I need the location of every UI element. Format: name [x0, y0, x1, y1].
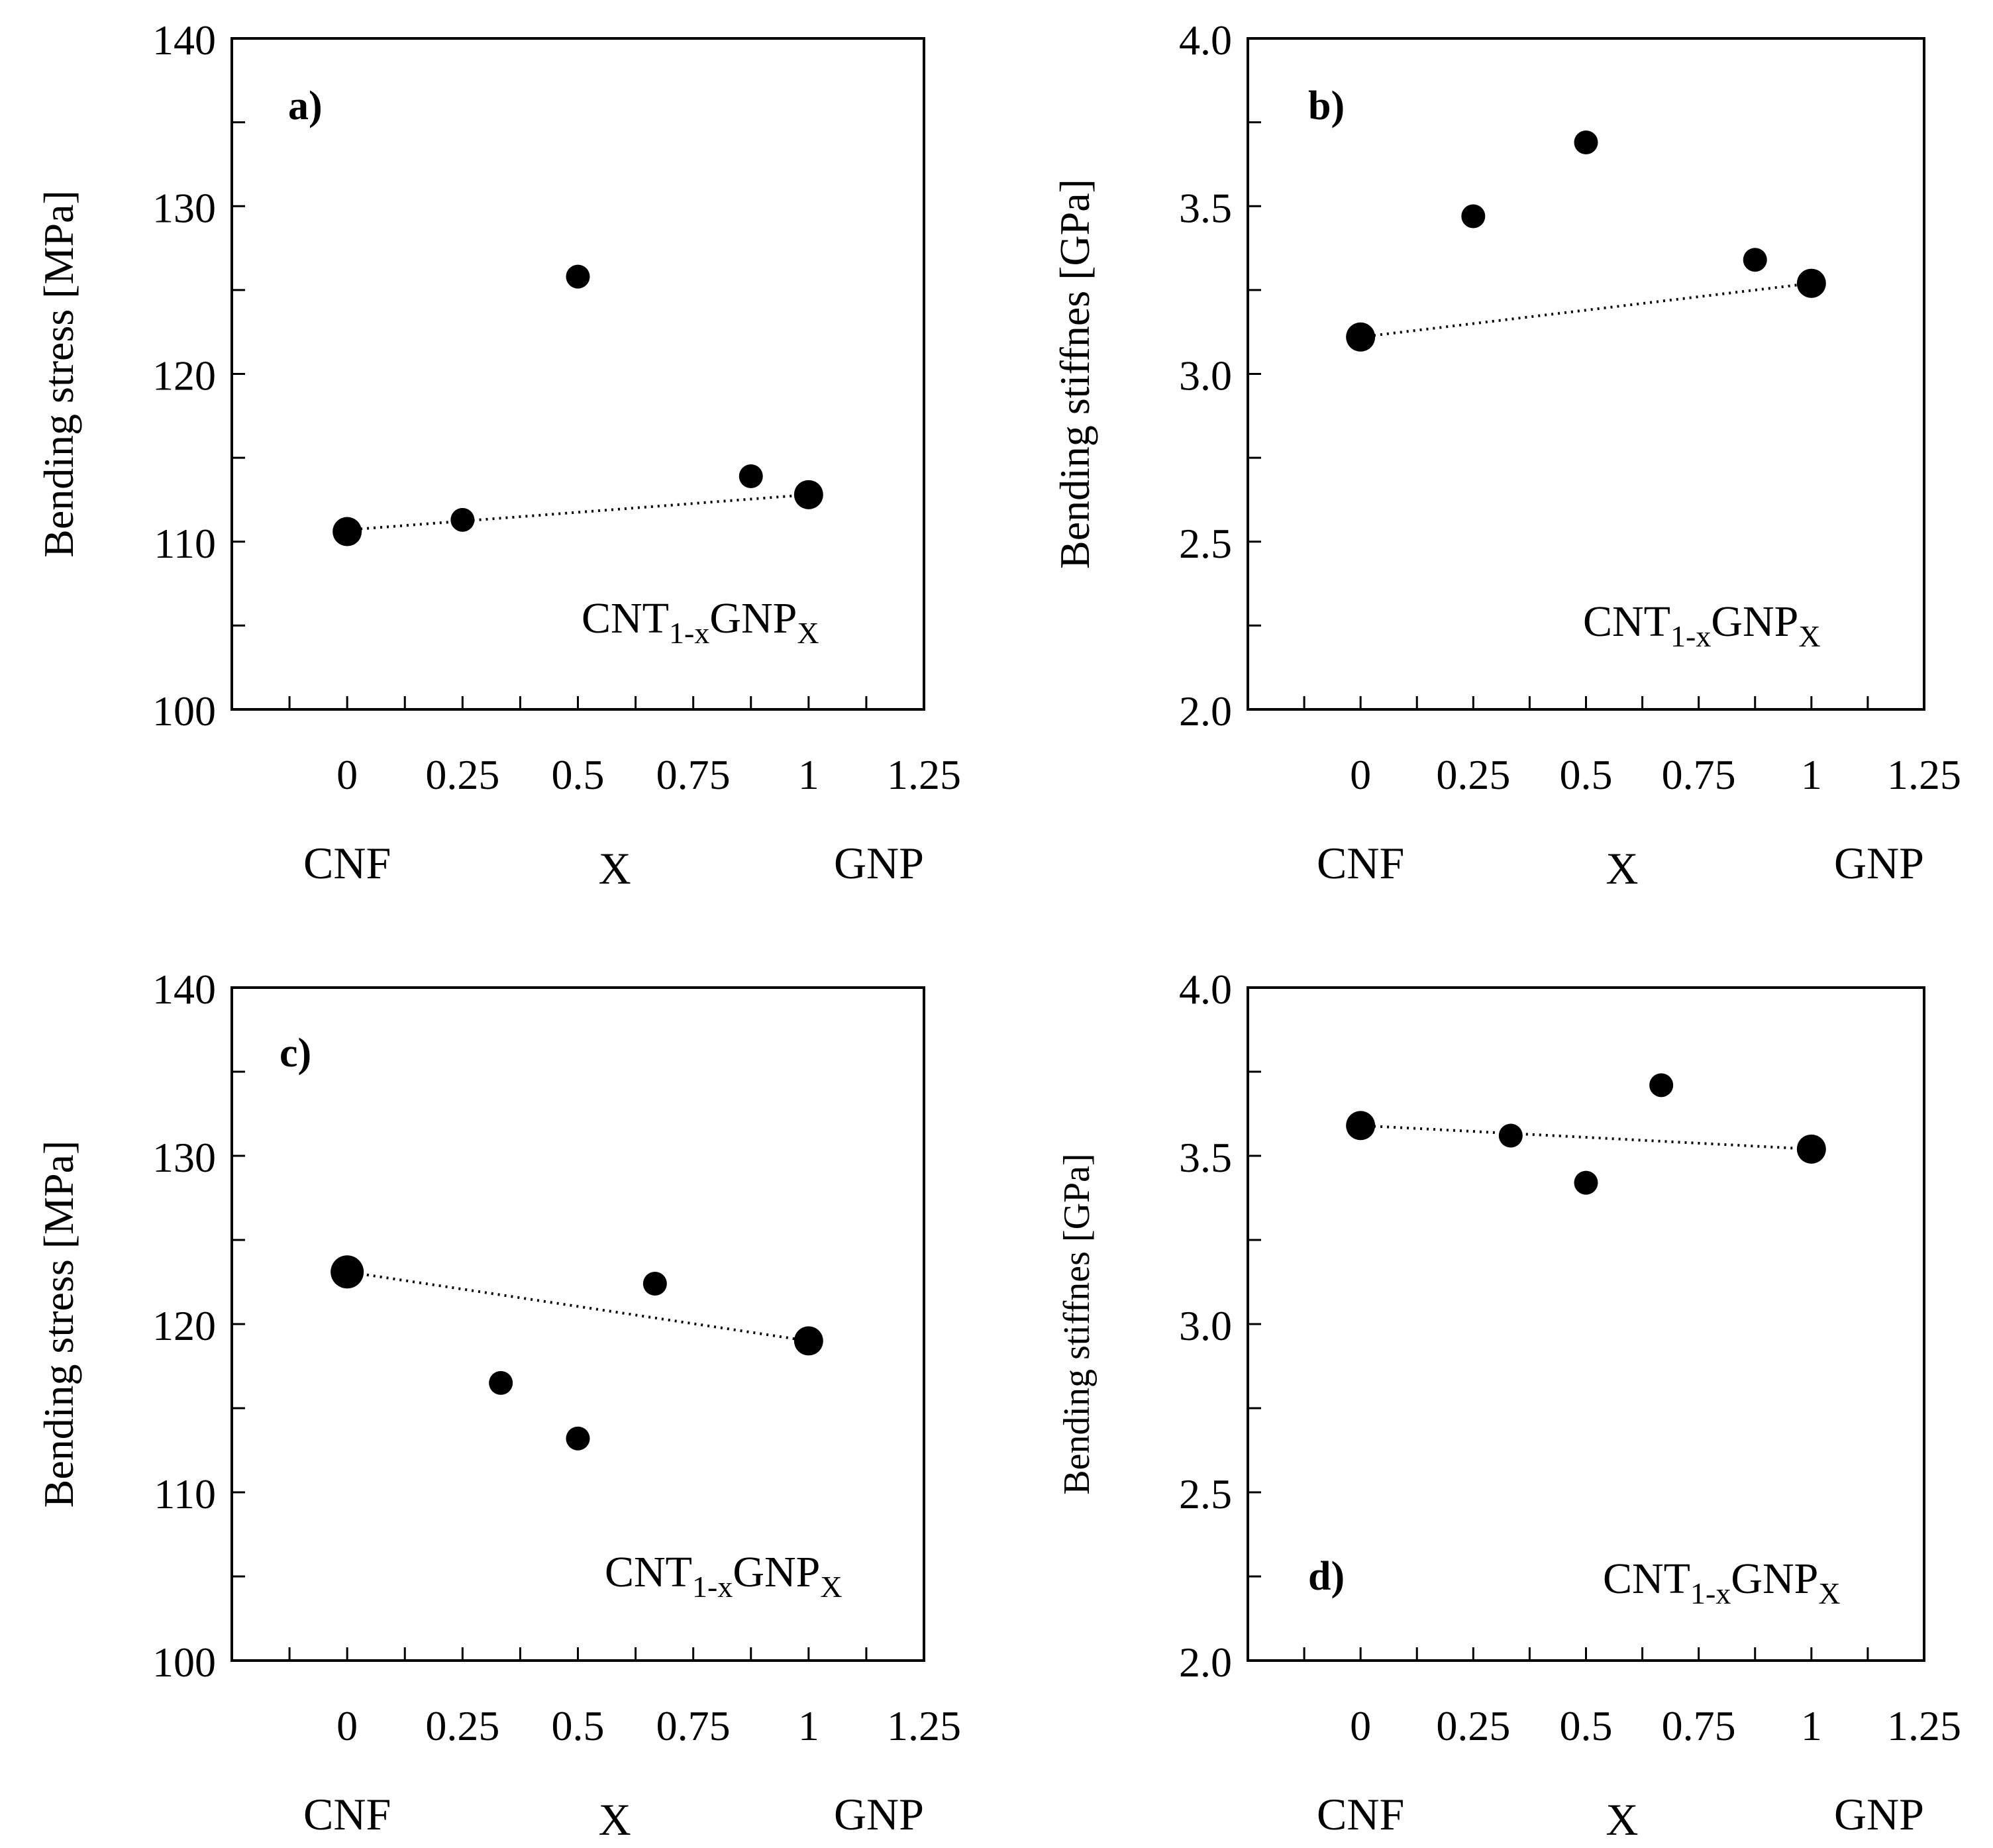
y-tick-label: 3.5 — [1179, 184, 1232, 231]
x-tick-label: 0.25 — [425, 1702, 499, 1749]
x-right-label: GNP — [834, 1789, 924, 1839]
composition-annotation: CNT1-xGNPX — [1603, 1555, 1841, 1610]
y-tick-label: 2.5 — [1179, 1470, 1232, 1517]
data-point — [1346, 322, 1376, 352]
x-tick-label: 1.25 — [887, 1702, 961, 1749]
y-tick-label: 120 — [152, 1302, 216, 1349]
data-point — [642, 1272, 667, 1296]
y-tick-label: 3.0 — [1179, 1302, 1232, 1349]
data-point — [1743, 248, 1767, 272]
trendline — [346, 1270, 809, 1343]
data-point — [1649, 1073, 1674, 1098]
x-tick-label: 0.5 — [552, 1702, 605, 1749]
data-point — [1796, 268, 1826, 298]
y-tick-label: 100 — [152, 688, 216, 735]
data-point — [331, 1255, 364, 1289]
x-tick-label: 0.5 — [1560, 1702, 1613, 1749]
data-point — [566, 1426, 590, 1451]
x-axis-label: X — [1606, 1794, 1638, 1845]
y-tick-label: 110 — [154, 1470, 216, 1517]
x-tick-label: 0 — [1350, 751, 1371, 798]
x-tick-label: 1 — [798, 751, 819, 798]
x-left-label: CNF — [303, 1789, 391, 1839]
y-tick-label: 140 — [152, 17, 216, 64]
x-tick-label: 0 — [1350, 1702, 1371, 1749]
y-tick-label: 110 — [154, 520, 216, 567]
x-tick-label: 1 — [1801, 751, 1822, 798]
x-tick-label: 0.75 — [1662, 1702, 1736, 1749]
y-tick-label: 2.0 — [1179, 688, 1232, 735]
x-tick-label: 0.75 — [1662, 751, 1736, 798]
y-axis-label: Bending stress [MPa] — [35, 1141, 82, 1508]
x-tick-label: 0.75 — [656, 751, 731, 798]
x-left-label: CNF — [1317, 1789, 1404, 1839]
data-point — [1574, 1170, 1598, 1195]
y-tick-label: 3.0 — [1179, 352, 1232, 399]
x-tick-label: 0.25 — [1436, 751, 1510, 798]
y-tick-label: 130 — [152, 184, 216, 231]
data-point — [489, 1370, 513, 1395]
panel-label: c) — [280, 1031, 311, 1076]
x-tick-label: 0.5 — [1560, 751, 1613, 798]
chart-panel-2: 2.0 2.5 3.0 3.5 4.0 0 0.25 0.5 0.75 1 1.25 CNF X GNP B… — [1051, 17, 1961, 894]
x-axis-label: X — [599, 843, 631, 894]
data-point — [332, 517, 362, 546]
x-tick-label: 1 — [798, 1702, 819, 1749]
x-tick-label: 0.5 — [552, 751, 605, 798]
composition-annotation: CNT1-xGNPX — [605, 1548, 843, 1604]
x-left-label: CNF — [1317, 838, 1404, 888]
y-tick-label: 120 — [152, 352, 216, 399]
x-tick-label: 0.25 — [425, 751, 499, 798]
x-tick-label: 0 — [336, 1702, 358, 1749]
x-axis-label: X — [1606, 843, 1638, 894]
trendline — [347, 493, 809, 532]
y-tick-label: 2.5 — [1179, 520, 1232, 567]
data-point — [793, 480, 823, 509]
data-point — [1796, 1134, 1826, 1164]
chart-panel-3: 100 110 120 130 140 0 0.25 0.5 0.75 1 1.25 CNF X GNP B… — [35, 966, 961, 1845]
x-right-label: GNP — [834, 838, 924, 888]
y-tick-label: 140 — [152, 966, 216, 1013]
y-tick-label: 3.5 — [1179, 1134, 1232, 1181]
panel-label: d) — [1308, 1554, 1345, 1599]
x-tick-label: 0 — [336, 751, 358, 798]
y-axis-label: Bending stiffnes [GPa] — [1056, 1153, 1098, 1494]
y-tick-label: 100 — [152, 1639, 216, 1686]
x-tick-label: 0.75 — [656, 1702, 731, 1749]
x-left-label: CNF — [303, 838, 391, 888]
data-point — [566, 264, 590, 289]
panel-label: b) — [1308, 83, 1345, 128]
plot-frame — [1247, 986, 1925, 1662]
chart-panel-1: 100 110 120 130 140 0 0.25 0.5 0.75 1 1.25 CNF X GNP B… — [35, 17, 961, 894]
y-tick-label: 2.0 — [1179, 1639, 1232, 1686]
data-point — [793, 1326, 823, 1356]
x-right-label: GNP — [1834, 838, 1924, 888]
y-axis-label: Bending stress [MPa] — [35, 190, 82, 558]
trendline — [1360, 1124, 1812, 1151]
x-tick-label: 1.25 — [887, 751, 961, 798]
x-tick-label: 0.25 — [1436, 1702, 1510, 1749]
composition-annotation: CNT1-xGNPX — [1583, 597, 1821, 653]
data-point — [1461, 204, 1486, 229]
data-point — [450, 507, 475, 532]
data-point — [1346, 1111, 1376, 1141]
y-tick-label: 4.0 — [1179, 966, 1232, 1013]
y-tick-label: 4.0 — [1179, 17, 1232, 64]
data-point — [1574, 130, 1598, 155]
y-tick-label: 130 — [152, 1134, 216, 1181]
x-right-label: GNP — [1834, 1789, 1924, 1839]
composition-annotation: CNT1-xGNPX — [582, 594, 819, 650]
x-tick-label: 1.25 — [1887, 751, 1961, 798]
x-axis-label: X — [599, 1794, 631, 1845]
panel-label: a) — [288, 83, 323, 128]
trendline — [1360, 282, 1812, 338]
y-axis-label: Bending stiffnes [GPa] — [1051, 179, 1098, 569]
chart-panel-4: 2.0 2.5 3.0 3.5 4.0 0 0.25 0.5 0.75 1 1.25 CNF X GNP B… — [1056, 966, 1961, 1845]
data-point — [1498, 1123, 1523, 1148]
x-tick-label: 1.25 — [1887, 1702, 1961, 1749]
data-point — [739, 464, 763, 488]
x-tick-label: 1 — [1801, 1702, 1822, 1749]
plot-frame — [230, 37, 925, 711]
